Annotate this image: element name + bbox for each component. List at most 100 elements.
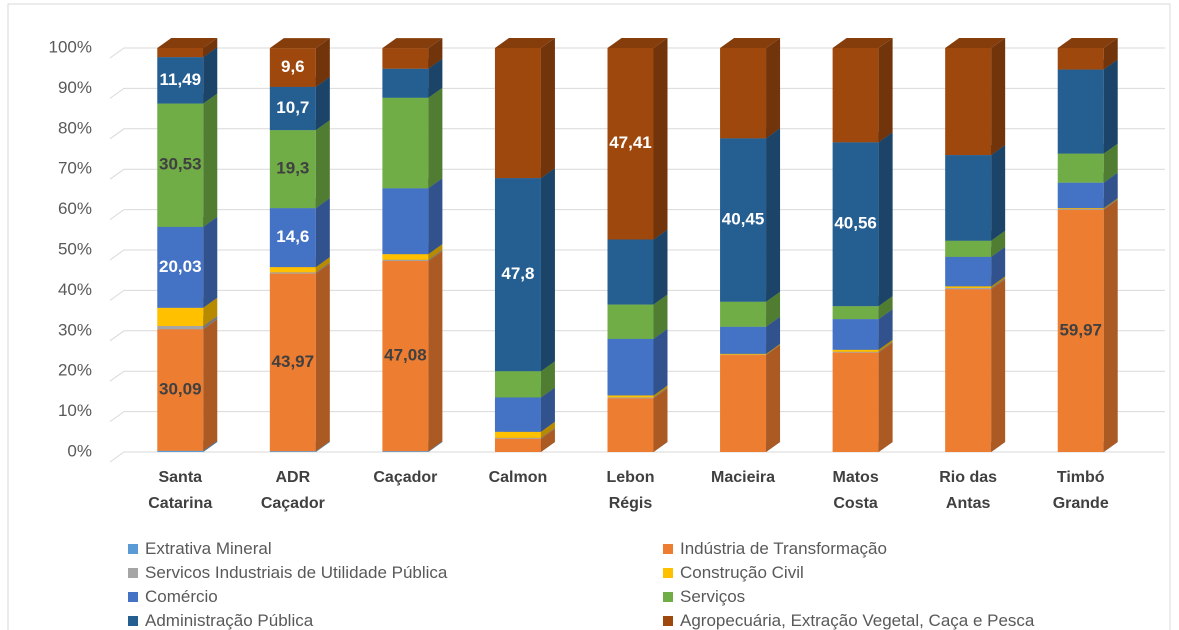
bar-segment xyxy=(269,208,316,268)
bar-segment xyxy=(607,239,654,305)
bar-side xyxy=(766,316,781,354)
data-label: 11,49 xyxy=(159,70,201,89)
y-tick-label: 0% xyxy=(67,441,92,460)
bar-side xyxy=(428,178,443,255)
bar-side xyxy=(878,342,893,452)
x-tick-label: Lebon Régis xyxy=(606,469,655,512)
bar-side xyxy=(315,257,330,273)
legend-swatch xyxy=(128,616,138,626)
bar-side xyxy=(540,387,555,432)
bar-segment xyxy=(157,48,204,58)
legend-swatch xyxy=(128,544,138,554)
bar-segment xyxy=(382,68,429,98)
grid-line xyxy=(109,87,1165,99)
bar-top xyxy=(494,38,555,48)
bar-segment xyxy=(157,329,204,451)
bar-side xyxy=(878,339,893,352)
bar-side xyxy=(540,428,555,452)
bar-side xyxy=(203,216,218,308)
legend-label: Extrativa Mineral xyxy=(145,539,272,558)
grid-line xyxy=(109,249,1165,261)
legend-swatch xyxy=(663,592,673,602)
bar-segment xyxy=(382,48,429,69)
bar-segment xyxy=(1057,209,1104,452)
x-tick-label: Timbó Grande xyxy=(1052,469,1109,512)
legend-item: Servicos Industriais de Utilidade Públic… xyxy=(128,563,447,583)
bar-side xyxy=(878,341,893,353)
bar-side xyxy=(315,263,330,452)
data-label: 47,41 xyxy=(609,133,652,152)
y-tick-label: 100% xyxy=(49,37,92,56)
bar-side xyxy=(766,38,781,139)
y-tick-label: 50% xyxy=(58,239,92,258)
bar-side xyxy=(878,132,893,307)
legend-item: Comércio xyxy=(128,587,218,607)
bar-segment xyxy=(720,301,767,327)
bar-segment xyxy=(382,97,429,189)
legend-item: Extrativa Mineral xyxy=(128,539,272,559)
bar-segment xyxy=(494,397,541,432)
bar-segment xyxy=(832,48,879,143)
bar-side xyxy=(540,421,555,438)
bar-side xyxy=(540,361,555,398)
bar-segment xyxy=(157,57,204,104)
legend-label: Serviços xyxy=(680,587,746,606)
data-label: 9,6 xyxy=(281,57,305,76)
bar-segment xyxy=(382,188,429,255)
legend-item: Administração Pública xyxy=(128,611,313,630)
legend-label: Servicos Industriais de Utilidade Públic… xyxy=(145,563,448,582)
bar-side xyxy=(315,262,330,274)
data-label: 19,3 xyxy=(276,159,309,178)
bar-segment xyxy=(269,86,316,131)
grid-line xyxy=(109,330,1165,342)
bar-segment xyxy=(157,325,204,330)
y-tick-label: 40% xyxy=(58,280,92,299)
bar-side xyxy=(653,37,668,240)
legend-swatch xyxy=(663,616,673,626)
bar-top xyxy=(607,37,668,48)
legend-item: Indústria de Transformação xyxy=(663,539,887,559)
bar-segment xyxy=(382,260,429,452)
legend-swatch xyxy=(128,568,138,578)
bar-segment xyxy=(494,438,541,452)
bar-top xyxy=(157,38,218,48)
bar-side xyxy=(991,145,1006,241)
bar-segment xyxy=(607,47,654,240)
bar-segment xyxy=(269,273,316,452)
bar-side xyxy=(203,319,218,451)
bar-segment xyxy=(269,272,316,274)
bar-side xyxy=(653,328,668,396)
grid-line xyxy=(109,411,1165,423)
bar-segment xyxy=(832,142,879,307)
bar-side xyxy=(878,309,893,350)
bar-side xyxy=(1103,38,1118,70)
bar-side xyxy=(315,441,330,452)
bar-segment xyxy=(494,371,541,398)
bar-top xyxy=(269,38,330,49)
bar-side xyxy=(315,120,330,209)
bar-segment xyxy=(945,240,992,257)
legend-swatch xyxy=(663,544,673,554)
bar-top xyxy=(832,38,893,48)
data-label: 10,7 xyxy=(276,98,309,117)
bar-side xyxy=(203,315,218,330)
legend-item: Construção Civil xyxy=(663,563,804,583)
bar-segment xyxy=(945,48,992,156)
bar-segment xyxy=(832,306,879,320)
x-tick-label: Santa Catarina xyxy=(148,469,213,512)
bar-side xyxy=(428,249,443,261)
bar-side xyxy=(766,291,781,327)
bar-segment xyxy=(945,155,992,241)
bar-side xyxy=(766,343,781,355)
bar-segment xyxy=(720,355,767,452)
bar-segment xyxy=(832,352,879,452)
bar-segment xyxy=(269,451,316,452)
grid-line xyxy=(109,47,1165,59)
data-label: 40,56 xyxy=(834,214,877,233)
legend-label: Construção Civil xyxy=(680,563,804,582)
bar-side xyxy=(315,198,330,268)
bar-top xyxy=(1057,38,1118,48)
legend-label: Agropecuária, Extração Vegetal, Caça e P… xyxy=(680,611,1035,630)
